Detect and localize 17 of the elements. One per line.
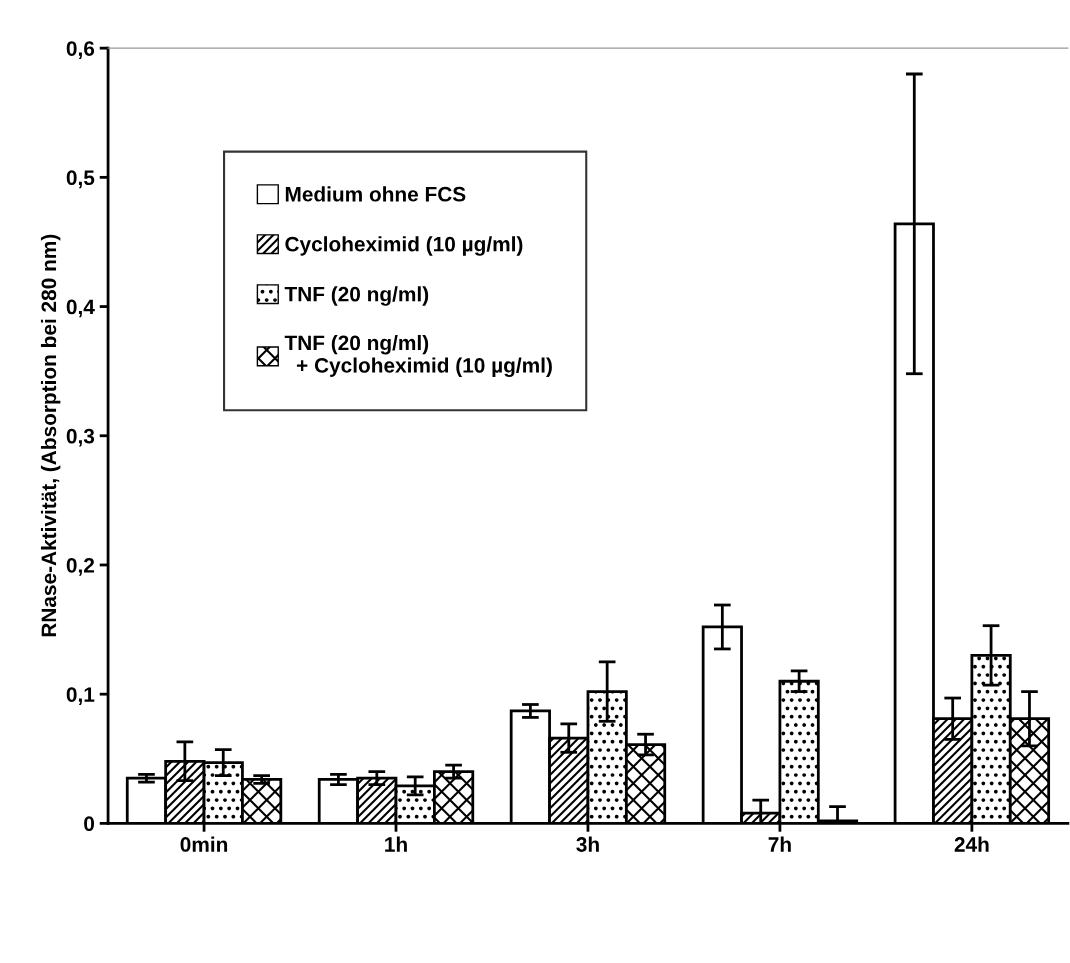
y-tick-label: 0,5 bbox=[66, 170, 95, 189]
y-tick-label: 0,1 bbox=[66, 687, 95, 705]
y-tick-label: 0,6 bbox=[66, 41, 95, 59]
legend-label: TNF (20 ng/ml) bbox=[284, 286, 429, 306]
x-tick-label: 3h bbox=[576, 836, 599, 852]
y-axis-title: RNase-Aktivität, (Absorption bei 280 nm) bbox=[40, 234, 61, 637]
y-tick-label: 0,3 bbox=[66, 428, 95, 447]
y-tick-label: 0,4 bbox=[66, 299, 95, 318]
legend-label: Medium ohne FCS bbox=[285, 186, 466, 202]
x-tick-label: 24h bbox=[954, 836, 989, 852]
x-tick-label: 0min bbox=[180, 836, 228, 852]
legend-label: Cycloheximid (10 µg/ml) bbox=[285, 236, 523, 256]
y-tick-label: 0,2 bbox=[66, 557, 95, 576]
legend-label: TNF (20 ng/ml) + Cycloheximid (10 µg/ml) bbox=[284, 334, 552, 377]
x-tick-label: 1h bbox=[385, 836, 407, 852]
x-tick-label: 7h bbox=[768, 836, 791, 852]
y-tick-label: 0 bbox=[84, 816, 95, 832]
